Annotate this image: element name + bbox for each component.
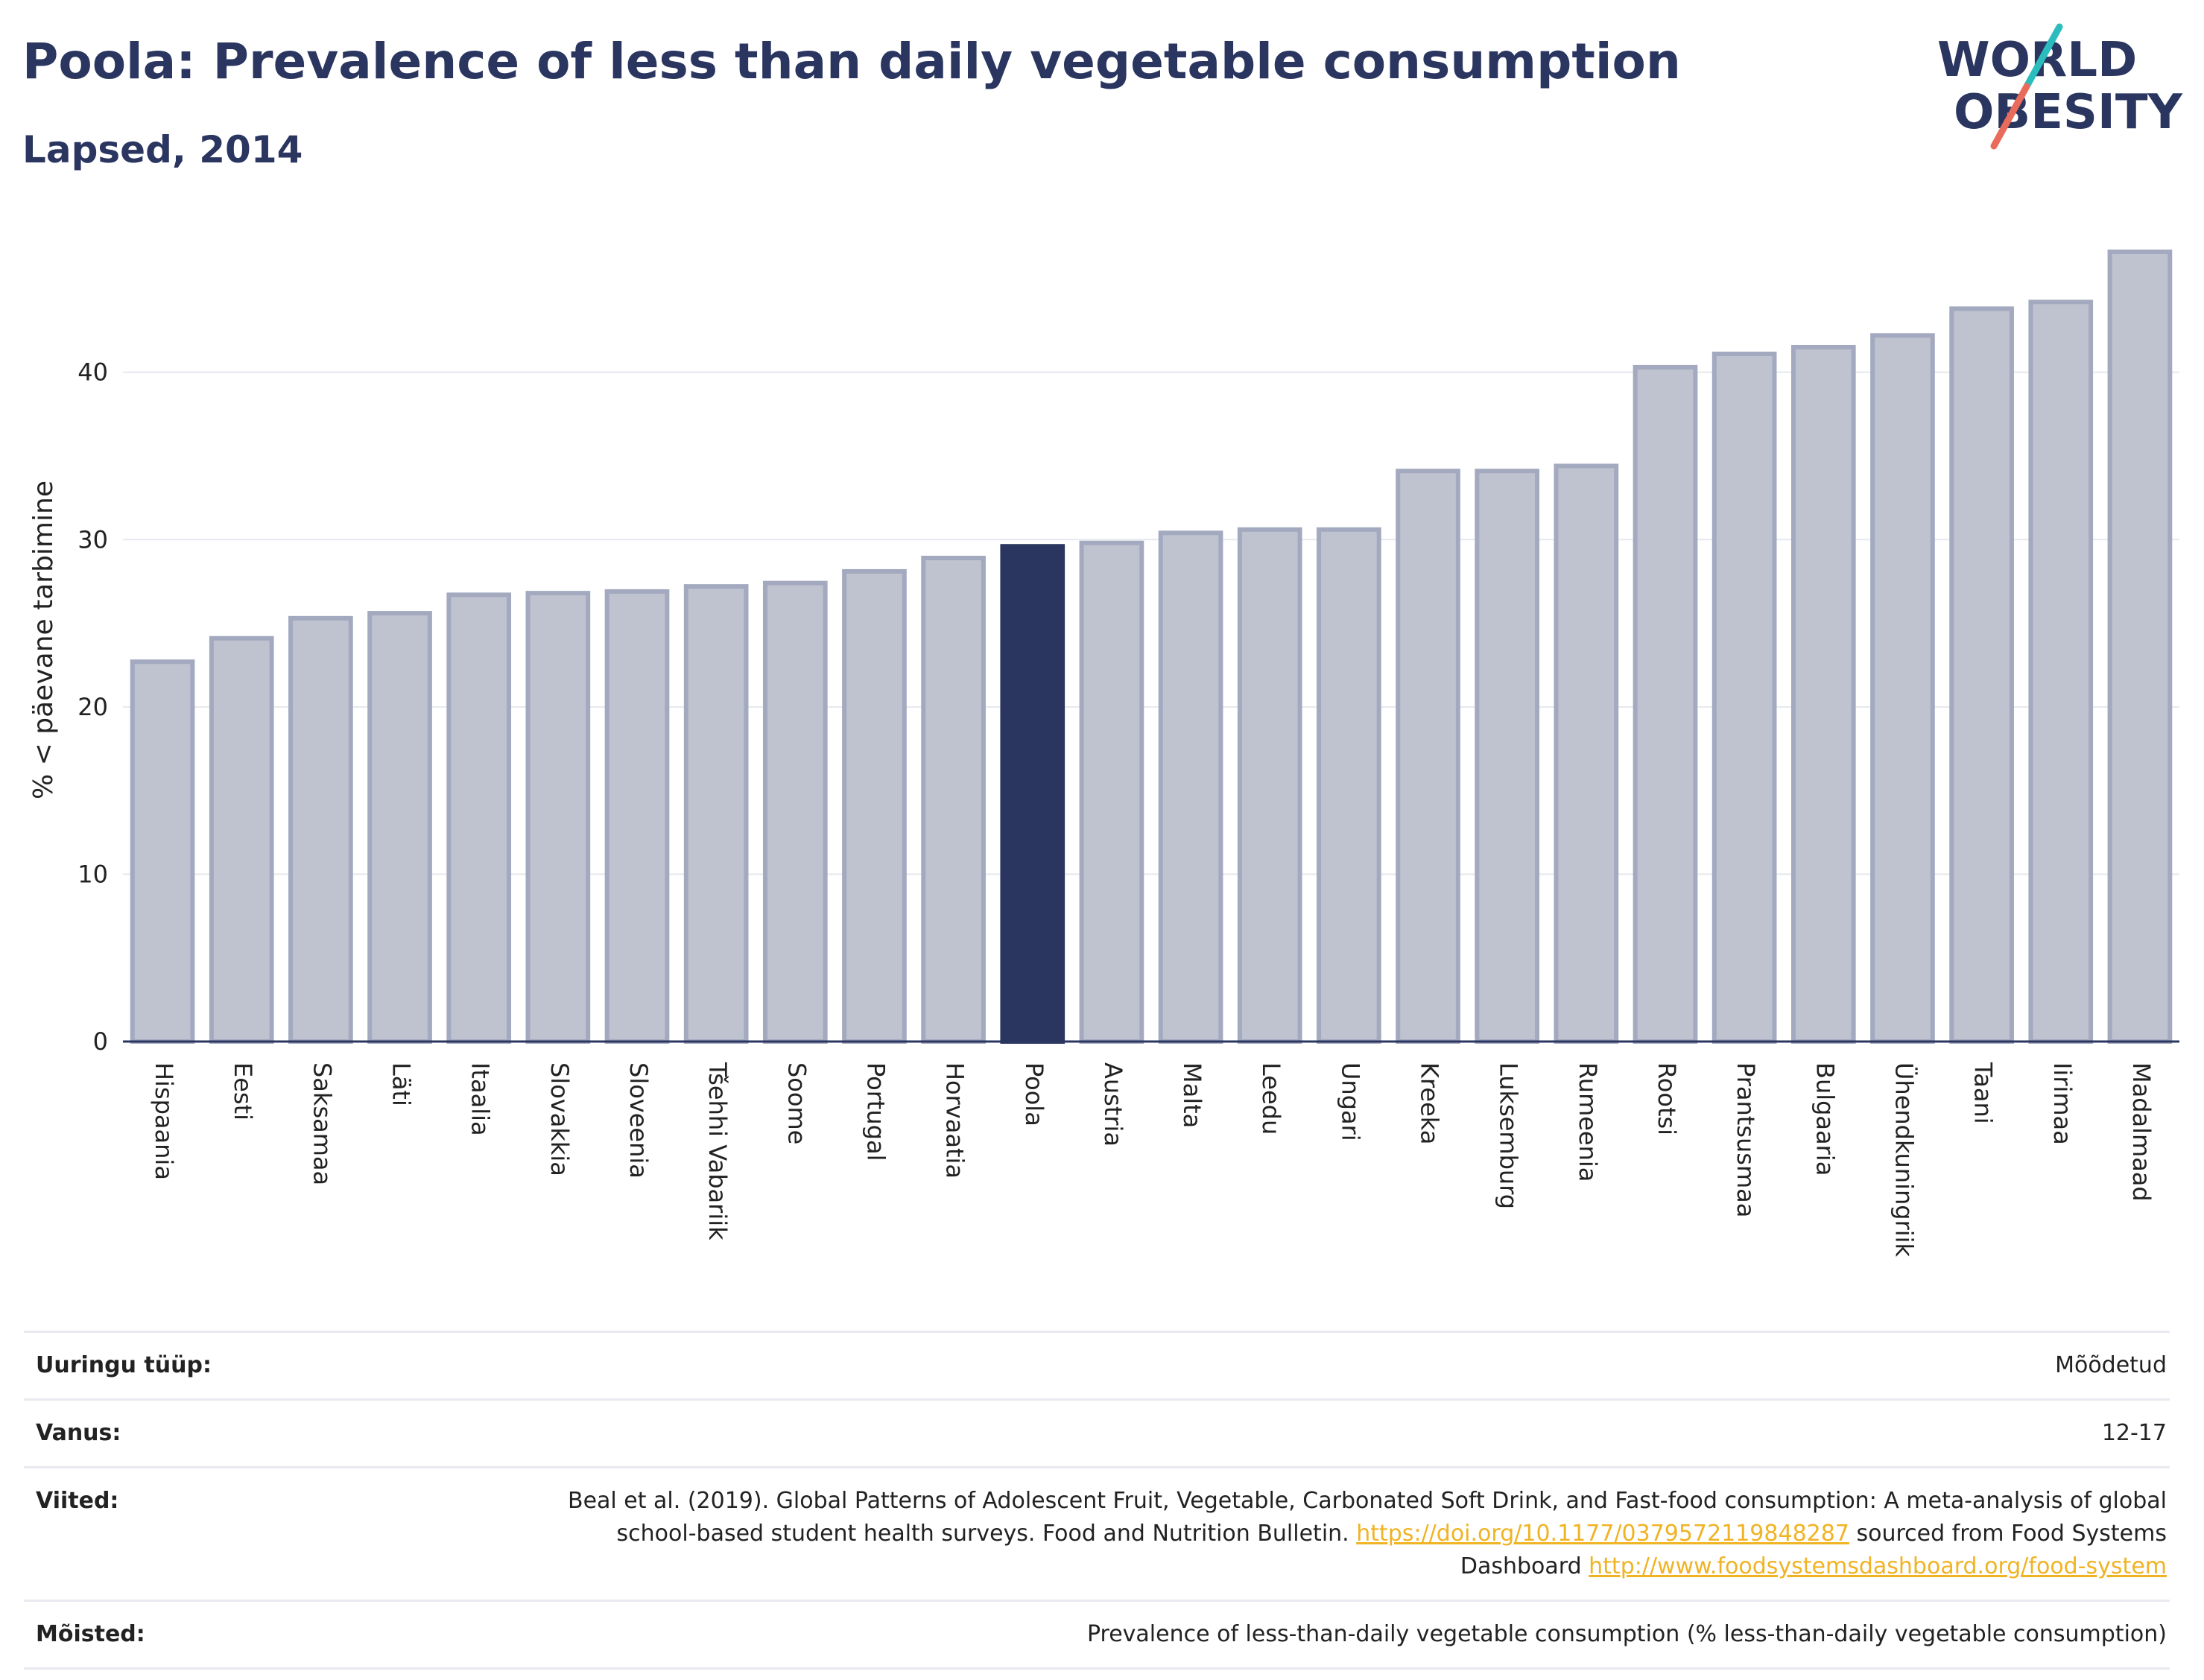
bar: [1870, 333, 1935, 1044]
bar: [130, 659, 195, 1045]
definitions-label: Mõisted:: [24, 1600, 486, 1670]
doi-link[interactable]: https://doi.org/10.1177/0379572119848287: [1356, 1521, 1849, 1547]
x-tick-label: Rootsi: [1653, 1062, 1681, 1135]
bar: [1317, 527, 1381, 1044]
bar-chart: 0 10 20 30 40 Hispaania Eesti Saksamaa Läti Itaal…: [28, 249, 2179, 1258]
bar: [683, 584, 749, 1044]
y-tick-label: 20: [77, 693, 108, 721]
bar: [2028, 299, 2094, 1044]
bar: [1158, 530, 1223, 1044]
logo-slash-coral: [1990, 83, 2030, 150]
bar: [288, 615, 353, 1044]
references-label: Viited:: [24, 1466, 486, 1602]
x-tick-label: Portugal: [861, 1062, 890, 1161]
bar: [446, 592, 512, 1044]
bar: [1079, 540, 1144, 1045]
survey-type-value: Mõõdetud: [486, 1331, 2170, 1401]
logo-line2: OBESITY: [1954, 85, 2182, 140]
y-tick-label: 30: [77, 525, 108, 554]
chart-title: Poola: Prevalence of less than daily veg…: [22, 33, 1681, 90]
x-tick-label: Poola: [1020, 1062, 1048, 1126]
bar: [1237, 527, 1302, 1044]
age-value: 12-17: [486, 1398, 2170, 1468]
meta-row-survey: Uuringu tüüp: Mõõdetud: [24, 1331, 2170, 1401]
x-tick-label: Taani: [1969, 1062, 1998, 1124]
x-tick-label: Saksamaa: [308, 1062, 336, 1185]
x-tick-label: Rumeenia: [1574, 1062, 1602, 1182]
bar: [1949, 306, 2014, 1044]
logo-slash-teal: [2023, 23, 2063, 90]
x-tick-label: Hispaania: [150, 1062, 178, 1180]
survey-type-label: Uuringu tüüp:: [24, 1331, 486, 1401]
bar: [604, 589, 670, 1044]
x-tick-label: Ühendkuningriik: [1890, 1062, 1918, 1258]
y-tick-label: 10: [77, 860, 108, 888]
bar: [2107, 249, 2173, 1044]
bar: [1396, 469, 1460, 1044]
bar: [842, 568, 907, 1044]
x-tick-label: Bulgaaria: [1811, 1062, 1839, 1176]
x-tick-label: Sloveenia: [624, 1062, 653, 1179]
logo-line1: WORLD: [1937, 33, 2137, 88]
x-tick-label: Tšehhi Vabariik: [703, 1062, 732, 1240]
bar: [1000, 544, 1065, 1044]
bar: [1554, 463, 1619, 1044]
x-tick-label: Ungari: [1336, 1062, 1364, 1141]
bar: [921, 555, 986, 1044]
y-axis-title: % < päevane tarbimine: [28, 481, 59, 799]
bar: [367, 611, 432, 1044]
bar: [1711, 351, 1777, 1044]
definitions-value: Prevalence of less-than-daily vegetable …: [486, 1600, 2170, 1670]
meta-row-age: Vanus: 12-17: [24, 1398, 2170, 1468]
x-tick-label: Malta: [1178, 1062, 1206, 1128]
x-tick-label: Slovakkia: [545, 1062, 574, 1176]
x-tick-label: Prantsusmaa: [1732, 1062, 1760, 1217]
world-obesity-logo: WORLD OBESITY: [1937, 23, 2182, 150]
references-text-1: Beal et al. (2019). Global Patterns of A…: [567, 1488, 2167, 1547]
x-tick-label: Itaalia: [466, 1062, 495, 1136]
x-tick-label: Leedu: [1257, 1062, 1285, 1135]
x-tick-label: Läti: [387, 1062, 416, 1106]
bar: [1475, 469, 1540, 1044]
x-tick-label: Madalmaad: [2127, 1062, 2156, 1202]
bar: [1633, 364, 1698, 1045]
metadata-table: Uuringu tüüp: Mõõdetud Vanus: 12-17 Viit…: [24, 1331, 2170, 1670]
references-value: Beal et al. (2019). Global Patterns of A…: [486, 1466, 2170, 1602]
meta-row-definitions: Mõisted: Prevalence of less-than-daily v…: [24, 1600, 2170, 1670]
x-tick-label: Soome: [782, 1062, 811, 1144]
x-tick-label: Horvaatia: [941, 1062, 969, 1179]
chart-subtitle: Lapsed, 2014: [22, 128, 303, 171]
bar: [525, 591, 591, 1044]
bar: [209, 635, 274, 1044]
age-label: Vanus:: [24, 1398, 486, 1468]
y-tick-label: 40: [77, 358, 108, 387]
x-tick-label: Eesti: [229, 1062, 257, 1120]
food-systems-link[interactable]: http://www.foodsystemsdashboard.org/food…: [1589, 1553, 2167, 1579]
bar: [762, 580, 828, 1044]
x-tick-label: Kreeka: [1416, 1062, 1444, 1144]
x-tick-label: Luksemburg: [1495, 1062, 1523, 1209]
y-tick-label: 0: [93, 1027, 108, 1056]
references-text-2: sourced from Food Systems Dashboard: [1460, 1521, 2167, 1579]
meta-row-references: Viited: Beal et al. (2019). Global Patte…: [24, 1466, 2170, 1602]
x-tick-label: Iirimaa: [2048, 1062, 2077, 1145]
bar: [1790, 344, 1856, 1044]
x-tick-label: Austria: [1099, 1062, 1127, 1147]
